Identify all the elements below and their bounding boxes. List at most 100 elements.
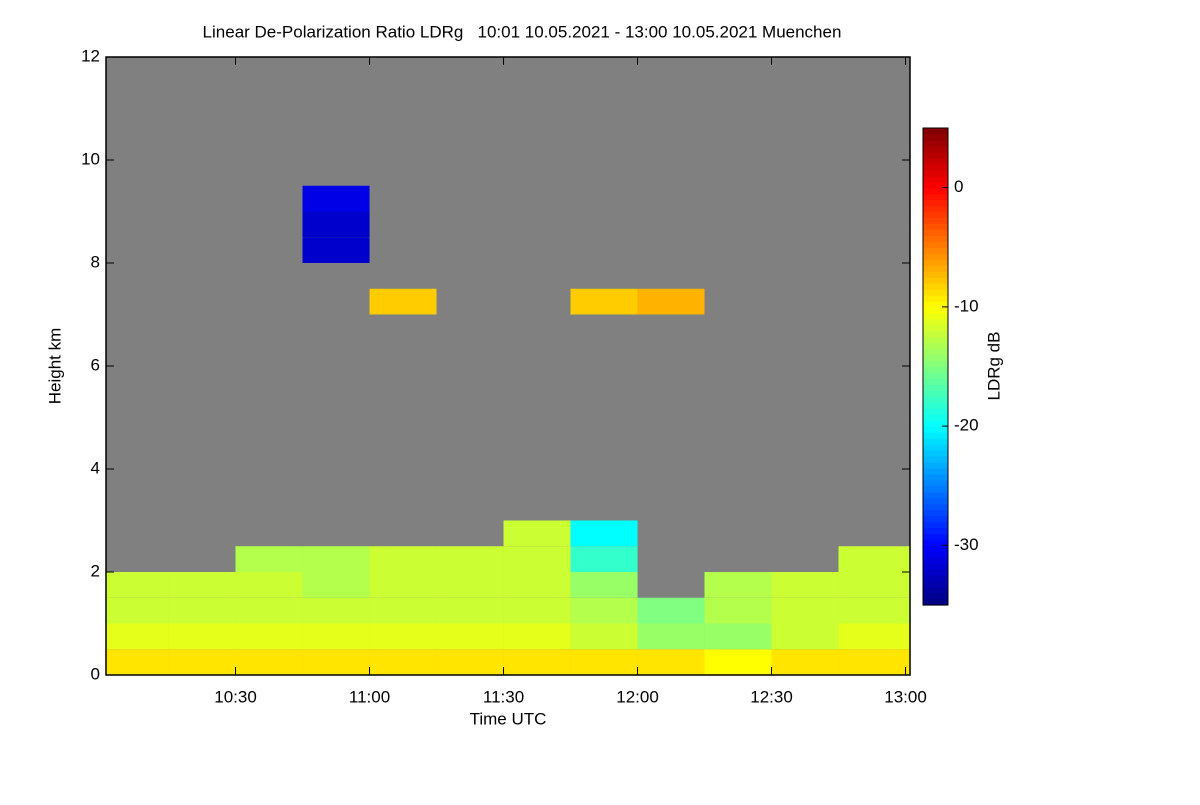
- heat-cell: [106, 623, 169, 650]
- x-axis-label: Time UTC: [470, 709, 547, 728]
- colorbar-step: [923, 145, 948, 153]
- colorbar-step: [923, 253, 948, 260]
- y-tick-label: 12: [81, 46, 100, 65]
- colorbar-step: [923, 157, 948, 165]
- heat-cell: [838, 597, 910, 624]
- chart-title: Linear De-Polarization Ratio LDRg 10:01 …: [203, 22, 842, 41]
- heat-cell: [168, 649, 236, 675]
- colorbar-step: [923, 473, 948, 481]
- heat-cell: [168, 597, 236, 624]
- x-tick-label: 11:30: [483, 687, 524, 706]
- colorbar-step: [923, 306, 948, 314]
- colorbar-step: [923, 581, 948, 588]
- colorbar-step: [923, 211, 948, 219]
- heat-cell: [436, 623, 504, 650]
- heat-cell: [570, 649, 638, 675]
- colorbar-step: [923, 515, 948, 523]
- colorbar-step: [923, 575, 948, 582]
- heat-cell: [704, 597, 772, 624]
- colorbar-step: [923, 402, 948, 409]
- heat-cell: [704, 649, 772, 675]
- colorbar-step: [923, 557, 948, 564]
- colorbar-step: [923, 312, 948, 320]
- heat-cell: [369, 546, 437, 572]
- colorbar-step: [923, 426, 948, 433]
- colorbar-step: [923, 390, 948, 397]
- colorbar-step: [923, 205, 948, 213]
- heat-cell: [302, 572, 370, 598]
- heat-cell: [302, 211, 370, 238]
- heat-cell: [704, 572, 772, 598]
- colorbar-step: [923, 348, 948, 356]
- colorbar-step: [923, 384, 948, 391]
- heat-cell: [235, 623, 303, 650]
- heat-cell: [838, 572, 910, 598]
- heat-cell: [637, 623, 705, 650]
- colorbar-step: [923, 551, 948, 558]
- colorbar-step: [923, 235, 948, 242]
- heat-cell: [235, 597, 303, 624]
- y-tick-label: 10: [81, 149, 100, 168]
- colorbar-step: [923, 378, 948, 385]
- heat-cell: [369, 572, 437, 598]
- colorbar-step: [923, 414, 948, 421]
- heat-cell: [570, 597, 638, 624]
- colorbar-tick-label: -30: [954, 535, 979, 554]
- colorbar-step: [923, 539, 948, 546]
- y-tick-label: 2: [91, 561, 100, 580]
- heat-cell: [570, 623, 638, 650]
- colorbar-step: [923, 193, 948, 201]
- colorbar-step: [923, 354, 948, 362]
- colorbar-step: [923, 360, 948, 368]
- colorbar-step: [923, 247, 948, 254]
- colorbar-tick-label: -10: [954, 296, 979, 315]
- heat-cell: [436, 572, 504, 598]
- heat-cell: [369, 649, 437, 675]
- heat-cell: [838, 623, 910, 650]
- colorbar-step: [923, 283, 948, 290]
- y-tick-label: 0: [91, 664, 100, 683]
- heat-cell: [704, 623, 772, 650]
- heat-cell: [369, 597, 437, 624]
- colorbar-step: [923, 241, 948, 248]
- heat-cell: [168, 623, 236, 650]
- colorbar-step: [923, 265, 948, 272]
- colorbar-step: [923, 533, 948, 541]
- heat-cell: [637, 597, 705, 624]
- colorbar-step: [923, 587, 948, 594]
- colorbar-step: [923, 408, 948, 415]
- colorbar-step: [923, 318, 948, 326]
- colorbar-step: [923, 288, 948, 296]
- x-tick-label: 10:30: [214, 687, 257, 706]
- heat-cell: [302, 597, 370, 624]
- x-tick-label: 12:30: [750, 687, 793, 706]
- colorbar-step: [923, 300, 948, 308]
- heat-cell: [369, 288, 437, 315]
- colorbar-step: [923, 133, 948, 141]
- colorbar-label: LDRg dB: [984, 332, 1003, 401]
- colorbar-step: [923, 461, 948, 469]
- colorbar-step: [923, 599, 948, 606]
- heat-cell: [771, 597, 839, 624]
- heat-cell: [436, 649, 504, 675]
- heat-cell: [302, 623, 370, 650]
- heat-cell: [570, 520, 638, 547]
- x-tick-label: 11:00: [349, 687, 390, 706]
- colorbar-step: [923, 545, 948, 552]
- heat-cell: [637, 288, 705, 315]
- heat-cell: [838, 649, 910, 675]
- heat-cell: [106, 597, 169, 624]
- heat-cell: [503, 597, 571, 624]
- colorbar-step: [923, 569, 948, 576]
- heat-cell: [503, 572, 571, 598]
- colorbar-step: [923, 163, 948, 171]
- heat-cell: [436, 546, 504, 572]
- colorbar-step: [923, 217, 948, 224]
- colorbar-step: [923, 563, 948, 570]
- colorbar-step: [923, 223, 948, 230]
- heat-cell: [302, 546, 370, 572]
- colorbar-step: [923, 271, 948, 278]
- colorbar-step: [923, 455, 948, 463]
- colorbar-step: [923, 593, 948, 600]
